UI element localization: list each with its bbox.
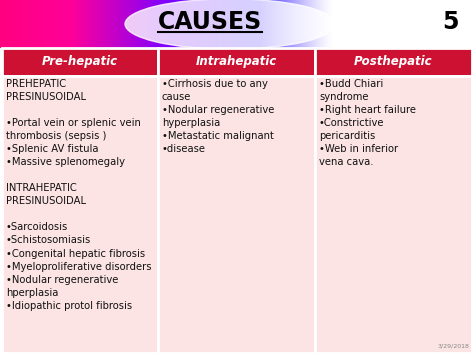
Ellipse shape [125, 0, 335, 49]
Bar [158, 76, 315, 353]
Text: •Budd Chiari
syndrome
•Right heart failure
•Constrictive
pericarditis
•Web in in: •Budd Chiari syndrome •Right heart failu… [319, 79, 416, 167]
Text: •Cirrhosis due to any
cause
•Nodular regenerative
hyperplasia
•Metastatic malign: •Cirrhosis due to any cause •Nodular reg… [162, 79, 274, 154]
Text: 3/29/2018: 3/29/2018 [437, 344, 469, 349]
Text: CAUSES: CAUSES [158, 10, 262, 34]
Text: Intrahepatic: Intrahepatic [196, 55, 277, 69]
Text: Pre-hepatic: Pre-hepatic [42, 55, 118, 69]
Bar [315, 76, 472, 353]
Bar [2, 48, 158, 76]
Text: 5: 5 [442, 10, 458, 34]
Text: PREHEPATIC
PRESINUSOIDAL

•Portal vein or splenic vein
thrombosis (sepsis )
•Spl: PREHEPATIC PRESINUSOIDAL •Portal vein or… [6, 79, 152, 311]
Bar [158, 48, 315, 76]
Text: Posthepatic: Posthepatic [354, 55, 433, 69]
Bar [315, 48, 472, 76]
Bar [2, 76, 158, 353]
